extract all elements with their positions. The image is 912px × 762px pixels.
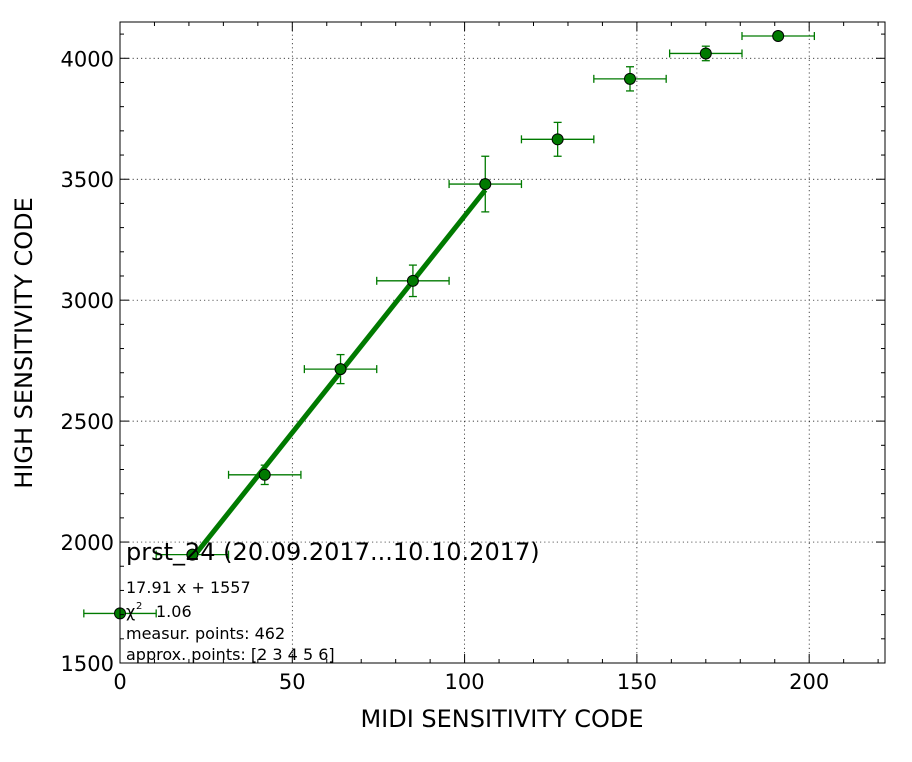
data-point-group (593, 66, 667, 92)
annotation: prst_24 (20.09.2017...10.10.2017) 17.91 … (126, 538, 540, 664)
annotation-chi-value: 1.06 (156, 602, 192, 621)
annotation-equation: 17.91 x + 1557 (126, 578, 251, 597)
data-point-group (741, 30, 816, 43)
ticks (119, 22, 885, 664)
data-point (406, 274, 419, 287)
data-point-group (227, 464, 302, 486)
data-point (772, 30, 785, 43)
grid (120, 22, 885, 663)
x-tick-label: 200 (789, 670, 829, 694)
plot-frame (119, 21, 886, 664)
y-tick-label: 3000 (61, 289, 114, 313)
data-point-group (448, 155, 523, 213)
annotation-chi-symbol: χ (126, 602, 135, 621)
y-tick-label: 2000 (61, 531, 114, 555)
data-point-group (155, 548, 230, 561)
data-point (258, 468, 271, 481)
y-tick-label: 3500 (61, 168, 114, 192)
x-tick-label: 100 (445, 670, 485, 694)
y-axis-label: HIGH SENSITIVITY CODE (10, 197, 38, 489)
data-point (551, 133, 564, 146)
x-tick-label: 50 (279, 670, 306, 694)
data-point-group (376, 264, 450, 298)
annotation-title: prst_24 (20.09.2017...10.10.2017) (126, 538, 540, 566)
annotation-measur-points: measur. points: 462 (126, 624, 285, 643)
annotation-chi-superscript: 2 (136, 601, 142, 612)
x-tick-label: 150 (617, 670, 657, 694)
annotation-approx-points: approx. points: [2 3 4 5 6] (126, 645, 335, 664)
data-point (699, 47, 712, 60)
data-point-group (520, 121, 595, 157)
y-tick-label: 4000 (61, 47, 114, 71)
y-tick-label: 1500 (61, 652, 114, 676)
data-point (334, 363, 347, 376)
data-point (479, 178, 492, 191)
x-axis-label: MIDI SENSITIVITY CODE (360, 705, 643, 733)
data-point-group (668, 45, 743, 62)
x-tick-label: 0 (113, 670, 126, 694)
data-point (624, 72, 636, 85)
y-tick-label: 2500 (61, 410, 114, 434)
tick-labels: 0 50 100 150 200 1500 2000 2500 3000 3500 4000 (61, 47, 830, 694)
data-point (186, 548, 199, 561)
data-point-group (303, 353, 378, 385)
data-points (83, 30, 816, 620)
